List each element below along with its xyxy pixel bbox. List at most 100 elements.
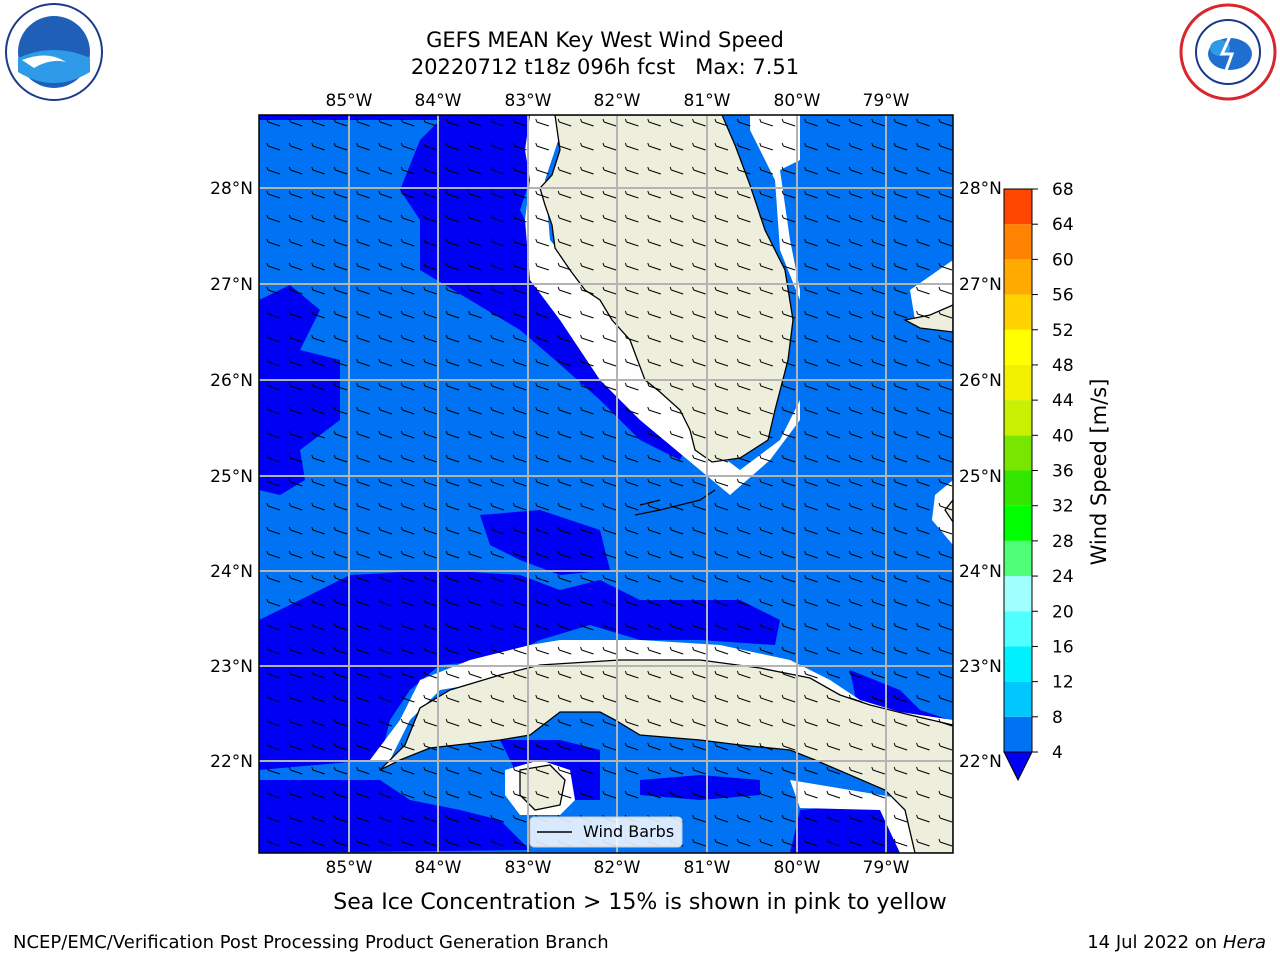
wind-barb: [490, 454, 505, 463]
wind-barb: [311, 718, 325, 727]
wind-barb: [445, 670, 460, 679]
wind-barb: [580, 766, 594, 775]
wind-barb: [938, 838, 953, 847]
wind-barb: [445, 262, 460, 271]
wind-barb: [893, 310, 908, 319]
wind-barb: [400, 766, 415, 775]
lat-label: 27°N: [210, 275, 253, 295]
wind-barb: [288, 142, 303, 151]
wind-barb: [602, 430, 617, 439]
wind-barb: [602, 574, 617, 583]
wind-barb: [378, 118, 393, 127]
wind-barb: [378, 670, 393, 679]
wind-barb: [624, 454, 639, 463]
wind-barb: [781, 790, 796, 799]
wind-barb: [512, 622, 527, 631]
wind-barb: [468, 166, 482, 175]
colorbar-segment: [1004, 716, 1032, 752]
wind-barb: [804, 262, 818, 271]
wind-barb: [826, 430, 841, 439]
wind-barb: [938, 406, 953, 415]
wind-barb: [356, 790, 370, 799]
wind-barb: [804, 358, 818, 367]
wind-barb: [647, 118, 661, 127]
wind-barb: [423, 286, 437, 295]
wind-barb: [356, 838, 370, 847]
wind-barb: [468, 214, 482, 223]
wind-barb: [826, 214, 841, 223]
wind-barb: [624, 622, 639, 631]
wind-barb: [848, 262, 863, 271]
wind-barb: [669, 382, 684, 391]
wind-barbs: [266, 118, 953, 847]
wind-barb: [669, 670, 684, 679]
wind-barb: [288, 190, 303, 199]
wind-barb: [871, 598, 885, 607]
wind-barb: [333, 406, 348, 415]
wind-barb: [580, 598, 594, 607]
wind-barb: [333, 286, 348, 295]
wind-barb: [400, 334, 415, 343]
lon-label: 84°W: [415, 858, 462, 878]
lon-label: 80°W: [774, 858, 821, 878]
wind-barb: [848, 238, 863, 247]
wind-barb: [624, 382, 639, 391]
wind-barb: [311, 382, 325, 391]
wind-barb: [692, 814, 706, 823]
wind-barb: [781, 310, 796, 319]
wind-barb: [445, 502, 460, 511]
wind-barb: [580, 574, 594, 583]
wind-barb: [759, 406, 773, 415]
wind-barb: [557, 478, 572, 487]
map-legend: Wind Barbs: [529, 816, 683, 848]
wind-barb: [378, 190, 393, 199]
wind-barb: [759, 286, 773, 295]
wind-barb: [893, 142, 908, 151]
wind-barb: [759, 670, 773, 679]
wind-barb: [647, 502, 661, 511]
wind-barb: [916, 358, 930, 367]
wind-barb: [535, 262, 549, 271]
wind-barb: [356, 646, 370, 655]
wind-barb: [893, 358, 908, 367]
wind-barb: [804, 214, 818, 223]
wind-barb: [445, 190, 460, 199]
wind-barb: [557, 238, 572, 247]
wind-barb: [378, 694, 393, 703]
wind-barb: [445, 598, 460, 607]
wind-barb: [826, 742, 841, 751]
wind-barb: [288, 238, 303, 247]
wind-barb: [781, 718, 796, 727]
wind-barb: [938, 478, 953, 487]
wind-barb: [624, 238, 639, 247]
wind-barb: [692, 238, 706, 247]
wind-barb: [356, 742, 370, 751]
wind-barb: [893, 814, 908, 823]
wind-barb: [781, 238, 796, 247]
wind-barb: [781, 502, 796, 511]
wind-barb: [602, 166, 617, 175]
wind-barb: [714, 622, 729, 631]
wind-barb: [848, 526, 863, 535]
wind-barb: [311, 262, 325, 271]
wind-barb: [669, 598, 684, 607]
wind-barb: [759, 838, 773, 847]
wind-barb: [916, 190, 930, 199]
wind-barb: [557, 262, 572, 271]
wind-barb: [266, 598, 281, 607]
wind-barb: [871, 454, 885, 463]
wind-barb: [804, 622, 818, 631]
wind-barb: [692, 430, 706, 439]
wind-barb: [804, 142, 818, 151]
colorbar-segment: [1004, 435, 1032, 471]
wind-barb: [266, 622, 281, 631]
wind-barb: [378, 286, 393, 295]
wind-barb: [288, 718, 303, 727]
wind-barb: [938, 814, 953, 823]
wind-barb: [580, 262, 594, 271]
lat-label: 22°N: [959, 752, 1002, 772]
wind-barb: [692, 166, 706, 175]
wind-barb: [423, 526, 437, 535]
wind-barb: [400, 502, 415, 511]
wind-barb: [781, 838, 796, 847]
